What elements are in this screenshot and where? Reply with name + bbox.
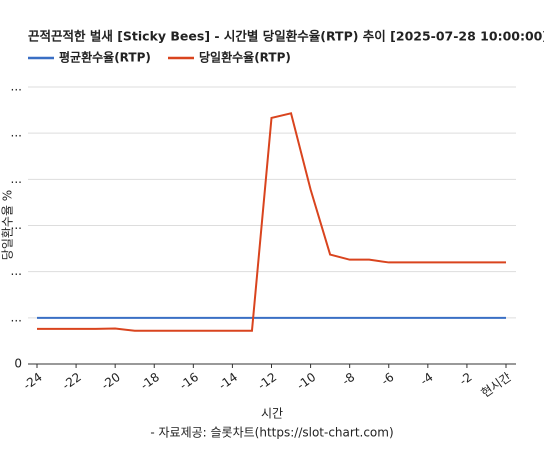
x-tick-label: -14 <box>216 370 240 393</box>
x-tick-label: -4 <box>418 370 436 388</box>
x-tick-label: -12 <box>255 370 279 393</box>
x-tick-label: -20 <box>99 370 123 393</box>
y-tick-label: ... <box>11 80 22 94</box>
x-axis-label: 시간 <box>261 407 283 421</box>
x-tick-label: -10 <box>294 370 318 393</box>
x-tick-label: -22 <box>60 370 84 393</box>
source-note: - 자료제공: 슬롯차트(https://slot-chart.com) <box>150 426 393 440</box>
y-tick-label: 0 <box>14 357 22 371</box>
legend-label: 당일환수율(RTP) <box>199 50 291 65</box>
y-tick-label: ... <box>11 218 22 232</box>
legend-label: 평균환수율(RTP) <box>59 50 151 65</box>
x-tick-label: 현시간 <box>479 370 514 400</box>
x-tick-label: -6 <box>379 370 397 388</box>
y-axis-label: 당일환수율 % <box>1 190 15 260</box>
y-tick-label: ... <box>11 264 22 278</box>
y-tick-label: ... <box>11 126 22 140</box>
y-tick-label: ... <box>11 172 22 186</box>
x-tick-label: -18 <box>138 370 162 393</box>
x-tick-label: -16 <box>177 370 201 393</box>
x-tick-label: -8 <box>340 370 358 388</box>
x-tick-label: -24 <box>21 370 45 393</box>
y-tick-label: ... <box>11 310 22 324</box>
x-tick-label: -2 <box>457 370 475 388</box>
series-line <box>37 112 506 332</box>
chart-title: 끈적끈적한 벌새 [Sticky Bees] - 시간별 당일환수율(RTP) … <box>28 29 544 44</box>
